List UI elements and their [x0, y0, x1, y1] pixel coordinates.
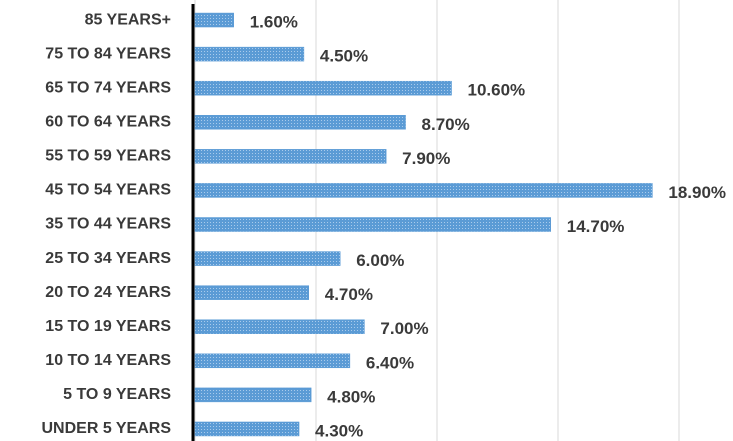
- y-tick-label: 55 TO 59 YEARS: [45, 148, 171, 165]
- y-tick-label: 35 TO 44 YEARS: [45, 216, 171, 233]
- y-tick-label: 45 TO 54 YEARS: [45, 182, 171, 199]
- bar: [194, 251, 341, 266]
- y-tick-label: 20 TO 24 YEARS: [45, 284, 171, 301]
- data-label: 4.30%: [315, 421, 363, 440]
- data-label: 4.80%: [327, 387, 375, 406]
- data-label: 10.60%: [468, 81, 526, 100]
- data-label: 1.60%: [250, 13, 298, 32]
- bar: [194, 12, 234, 28]
- data-label: 14.70%: [567, 217, 625, 236]
- data-label: 7.90%: [402, 149, 450, 168]
- data-label: 7.00%: [380, 319, 428, 338]
- bar: [194, 46, 305, 62]
- bar: [194, 80, 452, 96]
- y-tick-label: 25 TO 34 YEARS: [45, 250, 171, 267]
- y-tick-label: 75 TO 84 YEARS: [45, 45, 171, 62]
- y-tick-label: 65 TO 74 YEARS: [45, 79, 171, 96]
- y-tick-label: 60 TO 64 YEARS: [45, 113, 171, 130]
- data-label: 4.70%: [325, 285, 373, 304]
- y-tick-label: 85 YEARS+: [85, 11, 171, 28]
- bar: [194, 285, 309, 300]
- bar: [194, 115, 406, 130]
- data-label: 6.00%: [356, 251, 404, 270]
- y-tick-label: 10 TO 14 YEARS: [45, 352, 171, 369]
- bar: [194, 217, 551, 232]
- data-label: 18.90%: [668, 183, 726, 202]
- bar: [194, 149, 387, 164]
- data-label: 4.50%: [320, 47, 368, 66]
- bar: [194, 183, 653, 198]
- y-tick-label: 15 TO 19 YEARS: [45, 318, 171, 335]
- data-label: 6.40%: [366, 353, 414, 372]
- y-tick-label: 5 TO 9 YEARS: [63, 386, 171, 403]
- bar: [194, 353, 351, 369]
- bar: [194, 387, 312, 403]
- bar: [194, 319, 365, 334]
- bar: [194, 421, 300, 437]
- y-tick-label: UNDER 5 YEARS: [41, 420, 171, 437]
- data-label: 8.70%: [422, 115, 470, 134]
